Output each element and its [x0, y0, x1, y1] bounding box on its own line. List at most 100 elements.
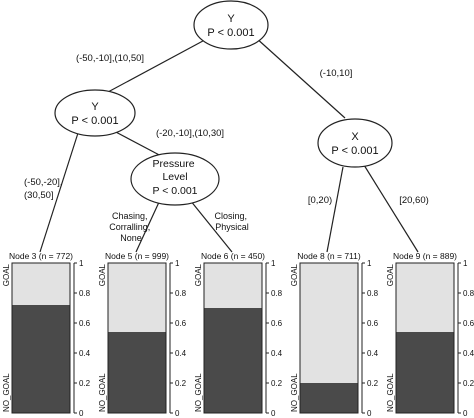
- axis-tick-label: 0.6: [463, 319, 474, 328]
- goal-bar-segment: [12, 263, 70, 305]
- tree-edges: [39, 34, 419, 253]
- edge-line-7-8: [326, 166, 344, 253]
- no-goal-class-label: NO_GOAL: [2, 373, 11, 412]
- axis-tick-label: 0.4: [79, 349, 91, 358]
- terminal-node-n5: Node 5 (n = 999) 0 0.2 0.4 0.6 0.8 1 GOAL NO_GOA…: [98, 251, 187, 418]
- panel-frame: [203, 262, 263, 414]
- terminal-panels: Node 3 (n = 772) 0 0.2 0.4 0.6 0.8 1 GOAL NO_GOA…: [2, 251, 474, 418]
- axis-tick-label: 0.2: [463, 379, 474, 388]
- edge-line-4-5: [135, 199, 161, 253]
- axis-tick-label: 0: [463, 409, 468, 418]
- node-ellipse: [193, 0, 269, 50]
- panel-frame: [11, 262, 71, 414]
- no-goal-class-label: NO_GOAL: [194, 373, 203, 412]
- goal-class-label: GOAL: [2, 263, 11, 286]
- edge-label-4-6: Closing, Physical: [214, 211, 249, 232]
- terminal-node-label: Node 9 (n = 889): [393, 251, 457, 261]
- axis-tick-label: 0: [367, 409, 372, 418]
- node-pvalue: P < 0.001: [71, 115, 118, 127]
- axis-tick-label: 0.4: [175, 349, 187, 358]
- panel-frame: [107, 262, 167, 414]
- axis-tick-label: 0.2: [367, 379, 379, 388]
- edge-line-4-6: [189, 199, 233, 253]
- no-goal-class-label: NO_GOAL: [98, 373, 107, 412]
- node-pvalue: P < 0.001: [152, 185, 197, 197]
- no-goal-bar-segment: [396, 332, 454, 413]
- axis-tick-label: 1: [463, 259, 468, 268]
- terminal-node-label: Node 8 (n = 711): [297, 251, 361, 261]
- edge-line-2-4: [111, 129, 166, 159]
- no-goal-bar-segment: [204, 308, 262, 413]
- axis-tick-label: 1: [79, 259, 84, 268]
- no-goal-class-label: NO_GOAL: [386, 373, 395, 412]
- no-goal-class-label: NO_GOAL: [290, 373, 299, 412]
- node-variable: Pressure Level: [153, 158, 198, 183]
- terminal-node-n6: Node 6 (n = 450) 0 0.2 0.4 0.6 0.8 1 GOAL NO_GOA…: [194, 251, 283, 418]
- edge-label-4-5: Chasing, Corralling, None: [109, 211, 153, 243]
- axis-tick-label: 0.4: [271, 349, 283, 358]
- inner-node-1: Y P < 0.001: [193, 0, 269, 50]
- goal-class-label: GOAL: [290, 263, 299, 286]
- panel-frame: [299, 262, 359, 414]
- node-ellipse: [317, 118, 393, 168]
- terminal-node-n8: Node 8 (n = 711) 0 0.2 0.4 0.6 0.8 1 GOAL NO_GOA…: [290, 251, 379, 418]
- node-ellipse: [54, 89, 136, 137]
- node-variable: Y: [227, 13, 235, 25]
- inner-node-7: X P < 0.001: [317, 118, 393, 168]
- axis-tick-label: 0: [271, 409, 276, 418]
- node-pvalue: P < 0.001: [331, 145, 378, 157]
- axis-tick-label: 0.8: [175, 289, 187, 298]
- goal-class-label: GOAL: [194, 263, 203, 286]
- node-variable: X: [351, 131, 359, 143]
- edge-line-1-2: [107, 34, 215, 93]
- goal-bar-segment: [204, 263, 262, 308]
- axis-tick-label: 0.8: [79, 289, 91, 298]
- edge-label-2-4: (-20,-10],(10,30]: [156, 128, 224, 139]
- terminal-node-n9: Node 9 (n = 889) 0 0.2 0.4 0.6 0.8 1 GOAL NO_GOA…: [386, 251, 474, 418]
- goal-class-label: GOAL: [386, 263, 395, 286]
- edge-label-1-2: (-50,-10],(10,50]: [76, 53, 144, 64]
- inner-node-2: Y P < 0.001: [54, 89, 136, 137]
- edge-label-7-8: [0,20): [308, 195, 332, 206]
- edge-label-7-9: [20,60): [399, 195, 429, 206]
- axis-tick-label: 0.8: [463, 289, 474, 298]
- axis-tick-label: 0.8: [271, 289, 283, 298]
- no-goal-bar-segment: [12, 305, 70, 413]
- node-pvalue: P < 0.001: [207, 27, 254, 39]
- axis-tick-label: 0.2: [271, 379, 283, 388]
- edge-label-1-7: (-10,10]: [320, 68, 353, 79]
- edge-line-7-9: [363, 164, 419, 253]
- inner-node-4: Pressure Level P < 0.001: [130, 152, 220, 206]
- axis-tick-label: 0.2: [175, 379, 187, 388]
- goal-bar-segment: [396, 263, 454, 332]
- node-variable: Y: [91, 101, 99, 113]
- axis-tick-label: 0.6: [175, 319, 187, 328]
- edge-line-1-7: [254, 36, 346, 119]
- axis-tick-label: 1: [175, 259, 180, 268]
- terminal-node-label: Node 3 (n = 772): [9, 251, 73, 261]
- axis-tick-label: 0.2: [79, 379, 91, 388]
- edge-line-2-3: [39, 132, 79, 253]
- panel-frame: [395, 262, 455, 414]
- axis-tick-label: 0.4: [367, 349, 379, 358]
- axis-tick-label: 0: [79, 409, 84, 418]
- terminal-node-label: Node 5 (n = 999): [105, 251, 169, 261]
- edge-label-2-3: (-50,-20], (30,50]: [24, 177, 65, 201]
- terminal-node-label: Node 6 (n = 450): [201, 251, 265, 261]
- no-goal-bar-segment: [108, 332, 166, 413]
- node-ellipse: [130, 152, 220, 206]
- goal-class-label: GOAL: [98, 263, 107, 286]
- axis-tick-label: 0: [175, 409, 180, 418]
- goal-bar-segment: [108, 263, 166, 332]
- axis-tick-label: 0.6: [367, 319, 379, 328]
- axis-tick-label: 1: [367, 259, 372, 268]
- axis-tick-label: 0.6: [79, 319, 91, 328]
- axis-tick-label: 0.4: [463, 349, 474, 358]
- no-goal-bar-segment: [300, 383, 358, 413]
- goal-bar-segment: [300, 263, 358, 383]
- axis-tick-label: 0.6: [271, 319, 283, 328]
- terminal-node-n3: Node 3 (n = 772) 0 0.2 0.4 0.6 0.8 1 GOAL NO_GOA…: [2, 251, 91, 418]
- axis-tick-label: 1: [271, 259, 276, 268]
- edge-labels: (-50,-10],(10,50] (-10,10] (-50,-20], (3…: [24, 53, 429, 243]
